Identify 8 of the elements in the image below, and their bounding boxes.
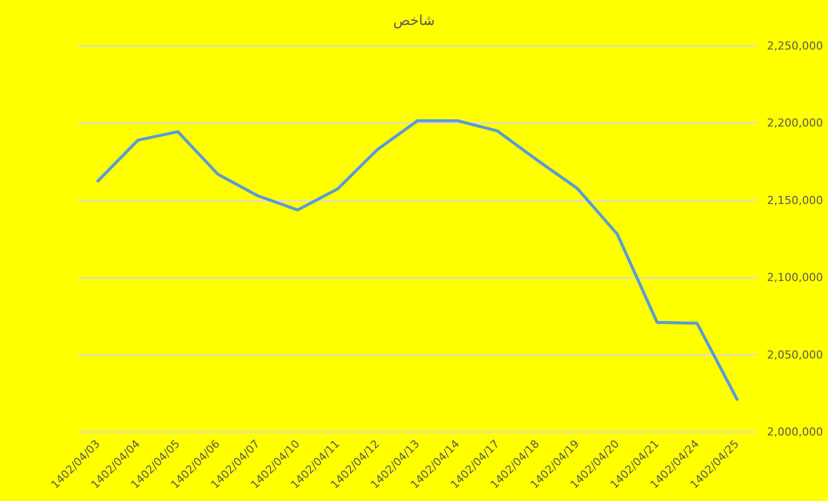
chart-title: شاخص: [393, 13, 435, 29]
y-tick-label: 2,150,000: [767, 194, 823, 207]
y-tick-label: 2,000,000: [767, 426, 823, 438]
y-tick-label: 2,200,000: [767, 116, 823, 130]
line-series: [96, 119, 739, 401]
y-tick-label: 2,050,000: [767, 348, 823, 362]
y-tick-label: 2,250,000: [767, 40, 823, 52]
y-tick-label: 2,100,000: [767, 271, 823, 284]
